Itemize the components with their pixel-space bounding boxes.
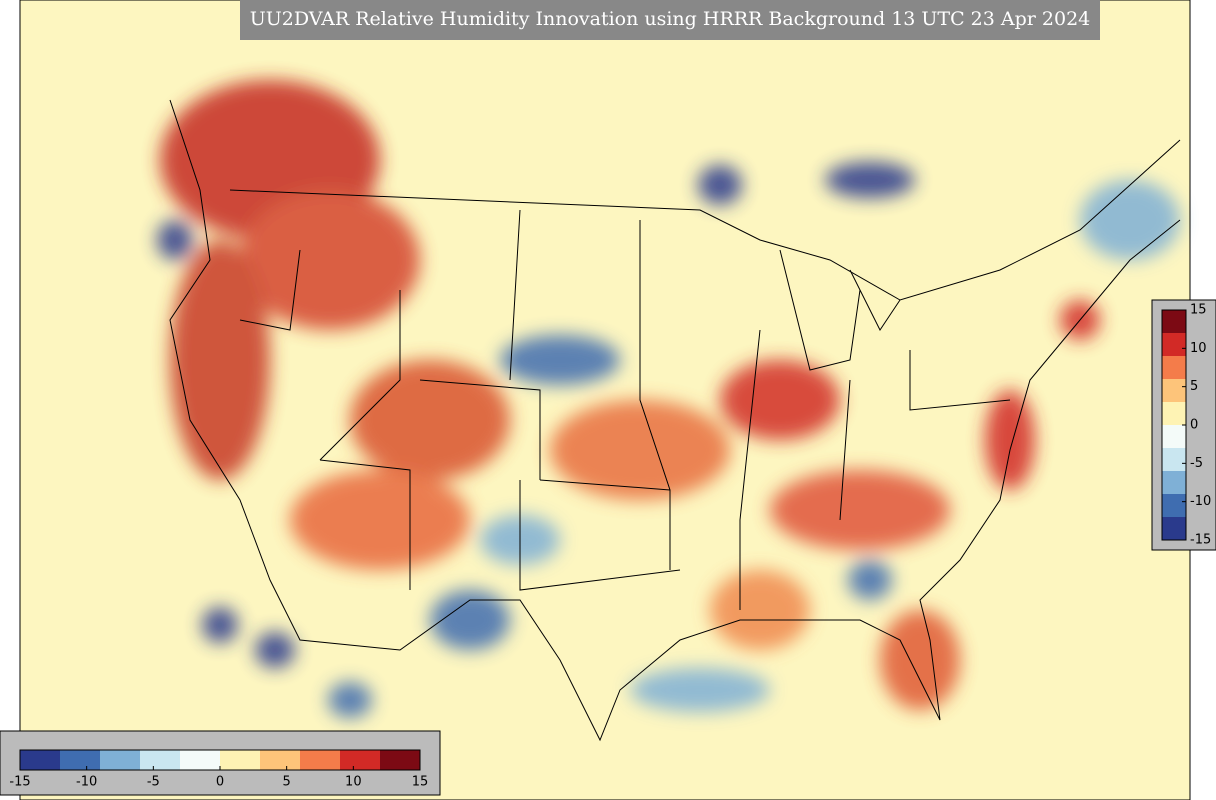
tick-label: 10 (345, 775, 362, 790)
tick-label: -5 (1190, 456, 1203, 471)
map-title: UU2DVAR Relative Humidity Innovation usi… (250, 8, 1091, 30)
horizontal-colorbar: -15 -10 -5 0 5 10 15 (0, 730, 441, 796)
title-background (240, 0, 1100, 40)
tick-label: -15 (9, 775, 30, 790)
tick-label: -10 (76, 775, 97, 790)
title-box: UU2DVAR Relative Humidity Innovation usi… (240, 0, 1100, 40)
tick-label: 0 (1190, 418, 1198, 433)
vertical-colorbar: -15 -10 -5 0 5 10 15 (1151, 299, 1216, 551)
tick-label: 5 (1190, 379, 1198, 394)
tick-label: 10 (1190, 341, 1207, 356)
boundaries (169, 99, 1181, 742)
tick-label: 15 (1190, 303, 1207, 318)
tick-label: -10 (1190, 494, 1211, 509)
tick-label: -5 (147, 775, 160, 790)
humidity-field (157, 80, 1180, 718)
tick-label: 0 (216, 775, 224, 790)
tick-label: -15 (1190, 533, 1211, 548)
tick-label: 5 (283, 775, 291, 790)
map (19, 0, 1191, 800)
tick-label: 15 (412, 775, 429, 790)
